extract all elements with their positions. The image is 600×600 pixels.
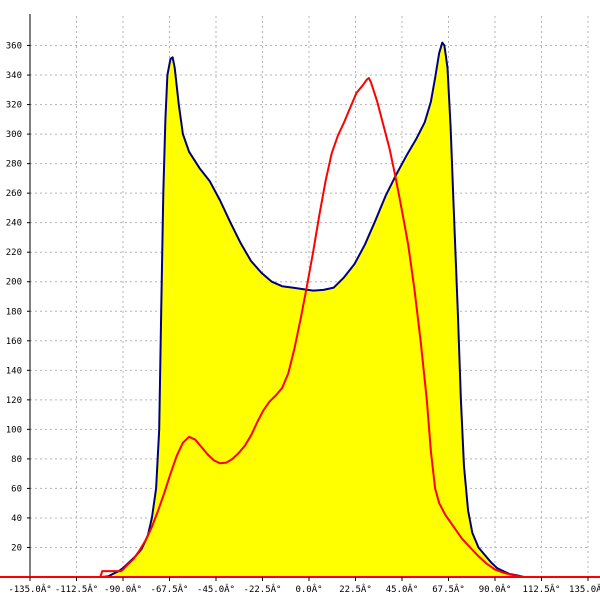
x-tick-label: -135.0Â° [8,583,51,595]
y-tick-labels: 20 40 60 80 100 120 140 160 180 200 220 240 260 280 30… [6,42,30,553]
y-tick-label: 200 [6,278,22,288]
series-1-line [30,41,588,578]
axes [0,14,600,578]
y-tick-label: 180 [6,307,22,317]
y-tick-label: 220 [6,248,22,258]
series-2-line [30,77,588,578]
y-tick-label: 360 [6,42,22,52]
x-tick-label: 22.5Â° [339,583,372,595]
x-tick-label: -67.5Â° [151,583,189,595]
y-tick-label: 320 [6,101,22,111]
y-tick-label: 120 [6,396,22,406]
y-tick-label: 40 [11,514,22,524]
series-lines [30,41,588,578]
x-tick-label: -45.0Â° [197,583,235,595]
y-tick-label: 20 [11,543,22,553]
x-tick-label: -90.0Â° [104,583,142,595]
y-tick-label: 160 [6,337,22,347]
x-tick-label: 0.0Â° [295,583,322,595]
x-tick-label: -22.5Â° [244,583,282,595]
x-tick-label: 45.0Â° [386,583,419,595]
y-tick-label: 240 [6,219,22,229]
y-tick-label: 300 [6,130,22,140]
y-tick-label: 280 [6,160,22,170]
y-tick-label: 100 [6,425,22,435]
x-tick-label: 135.0Â° [569,583,600,595]
series-areas [30,42,588,578]
series-1-area [30,42,588,578]
x-tick-label: 90.0Â° [479,583,512,595]
x-tick-labels: -135.0Â° -112.5Â° -90.0Â° -67.5Â° -45.0Â° -22… [8,577,600,595]
y-tick-label: 260 [6,189,22,199]
y-tick-label: 340 [6,71,22,81]
x-tick-label: 112.5Â° [523,583,561,595]
x-tick-label: -112.5Â° [55,583,98,595]
y-tick-label: 80 [11,455,22,465]
x-tick-label: 67.5Â° [432,583,465,595]
y-tick-label: 60 [11,484,22,494]
y-tick-label: 140 [6,366,22,376]
